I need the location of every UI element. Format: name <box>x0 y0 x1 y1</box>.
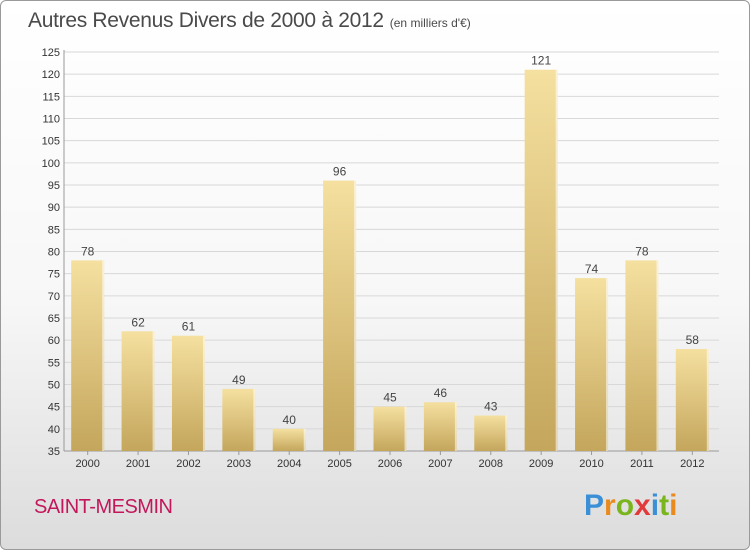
y-tick-label: 90 <box>48 202 60 214</box>
x-tick-label: 2002 <box>176 458 200 470</box>
data-label: 78 <box>635 244 649 258</box>
bar-highlight <box>555 69 558 451</box>
data-label: 45 <box>383 391 397 405</box>
bar-highlight <box>404 406 407 451</box>
bar-highlight <box>454 402 457 451</box>
data-label: 61 <box>182 320 196 334</box>
x-tick-label: 2005 <box>327 458 351 470</box>
logo-letter: t <box>659 489 670 522</box>
x-tick-label: 2008 <box>479 458 503 470</box>
y-tick-label: 45 <box>48 402 60 414</box>
bar-highlight <box>152 331 155 451</box>
data-labels: 78 62 61 49 40 96 45 46 43 121 74 78 58 <box>81 54 699 427</box>
bar-highlight <box>102 260 105 451</box>
logo-letter: r <box>604 489 616 522</box>
y-tick-label: 70 <box>48 291 60 303</box>
data-label: 78 <box>81 244 95 258</box>
bar-2004 <box>272 428 306 451</box>
bar-2000 <box>71 260 105 451</box>
proxiti-logo[interactable]: Proxiti <box>584 489 677 523</box>
x-tick-label: 2000 <box>75 458 99 470</box>
data-label: 62 <box>131 315 145 329</box>
y-tick-label: 40 <box>48 424 60 436</box>
y-tick-label: 120 <box>42 69 60 81</box>
chart-title: Autres Revenus Divers de 2000 à 2012 (en … <box>28 9 471 33</box>
y-tick-label: 125 <box>42 47 60 59</box>
bar-2008 <box>474 415 508 451</box>
bar-highlight <box>253 388 256 451</box>
bar-highlight <box>706 349 709 451</box>
bars <box>71 69 709 452</box>
data-label: 43 <box>484 400 498 414</box>
bar-2006 <box>373 406 407 451</box>
logo-letter: i <box>669 489 678 522</box>
data-label: 40 <box>283 413 297 427</box>
y-tick-label: 85 <box>48 224 60 236</box>
y-tick-label: 95 <box>48 180 60 192</box>
bar-2012 <box>675 349 709 451</box>
bar-2007 <box>423 402 457 451</box>
bar-2011 <box>625 260 659 451</box>
bar-2002 <box>171 335 205 451</box>
y-tick-label: 50 <box>48 380 60 392</box>
y-tick-label: 65 <box>48 313 60 325</box>
data-label: 58 <box>686 333 700 347</box>
x-tick-label: 2011 <box>630 458 654 470</box>
bar-highlight <box>606 278 609 451</box>
data-label: 46 <box>434 386 448 400</box>
bar-2009 <box>524 69 558 451</box>
gridlines <box>64 51 719 452</box>
y-tick-label: 105 <box>42 136 60 148</box>
chart-subtitle: (en milliers d'€) <box>389 16 471 30</box>
bar-highlight <box>505 415 508 451</box>
y-tick-label: 60 <box>48 335 60 347</box>
x-tick-label: 2003 <box>227 458 251 470</box>
logo-letter: o <box>615 489 635 522</box>
x-tick-label: 2010 <box>579 458 603 470</box>
data-label: 96 <box>333 165 347 179</box>
x-tick-label: 2001 <box>126 458 150 470</box>
x-tick-label: 2004 <box>277 458 301 470</box>
data-label: 49 <box>232 373 246 387</box>
logo-letter: x <box>634 489 651 522</box>
bar-highlight <box>202 335 205 451</box>
axes: 35 40 45 50 55 60 65 70 75 80 85 90 95 100 105 110 115 12… <box>42 47 719 470</box>
town-name: SAINT-MESMIN <box>34 496 173 518</box>
bar-2010 <box>575 278 609 451</box>
x-tick-label: 2009 <box>529 458 553 470</box>
bar-highlight <box>303 428 306 451</box>
bar-2005 <box>323 180 357 452</box>
y-tick-label: 75 <box>48 269 60 281</box>
y-tick-label: 100 <box>42 158 60 170</box>
bar-highlight <box>354 180 357 452</box>
x-tick-label: 2007 <box>428 458 452 470</box>
data-label: 74 <box>585 262 599 276</box>
x-tick-label: 2012 <box>680 458 704 470</box>
x-tick-label: 2006 <box>378 458 402 470</box>
y-tick-label: 115 <box>42 91 60 103</box>
y-tick-label: 35 <box>48 446 60 458</box>
bar-2003 <box>222 388 256 451</box>
logo-letter: P <box>584 489 605 522</box>
chart-title-text: Autres Revenus Divers de 2000 à 2012 <box>28 9 384 32</box>
logo-letter: i <box>650 489 660 522</box>
bar-2001 <box>121 331 155 451</box>
y-tick-label: 55 <box>48 357 60 369</box>
data-label: 121 <box>531 54 551 68</box>
y-tick-label: 110 <box>42 114 60 126</box>
bar-highlight <box>656 260 659 451</box>
y-tick-label: 80 <box>48 247 60 259</box>
